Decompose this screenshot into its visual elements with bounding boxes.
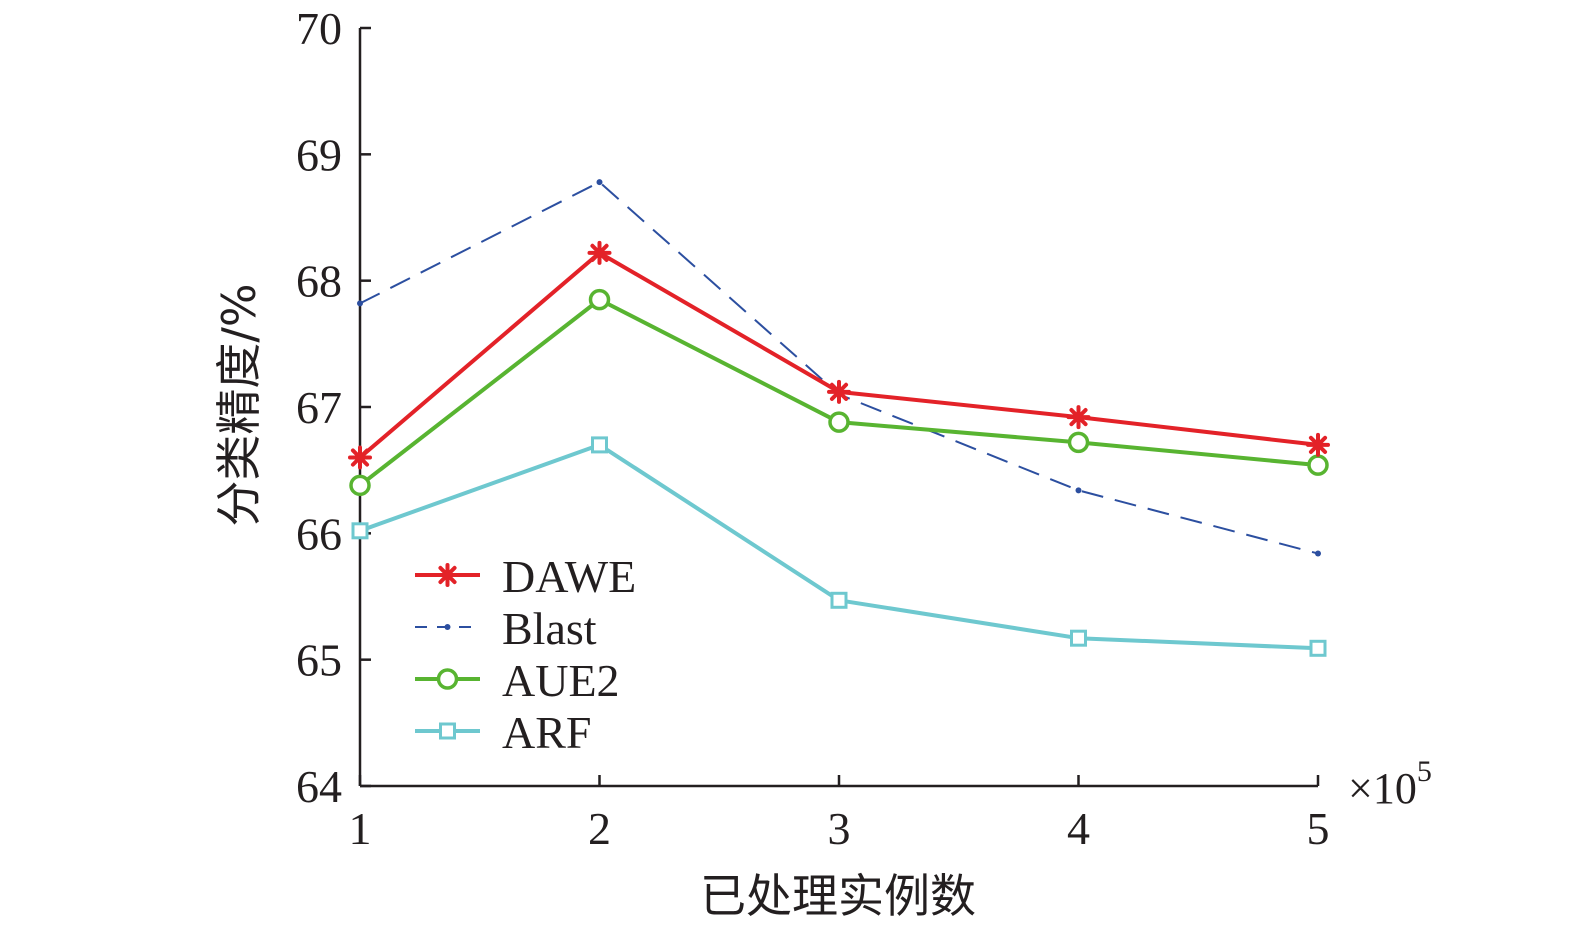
legend-marker-dawe (435, 563, 460, 587)
data-point-blast (1315, 550, 1321, 557)
x-axis-multiplier-exponent: 5 (1417, 755, 1432, 788)
asterisk-stroke (438, 565, 457, 585)
y-axis-title: 分类精度/% (212, 283, 266, 526)
legend-marker-aue2 (436, 668, 459, 690)
x-axis-title: 已处理实例数 (700, 869, 976, 923)
legend-label-aue2: AUE2 (502, 655, 620, 706)
data-point-dawe (348, 445, 372, 470)
y-tick-label: 64 (296, 761, 342, 812)
legend-marker-arf (439, 722, 456, 740)
series-arf (351, 436, 1327, 657)
data-point-aue2 (349, 474, 371, 497)
asterisk-stroke (1308, 435, 1328, 454)
data-point-blast (1075, 487, 1082, 494)
legend-entry-arf: ARF (415, 707, 591, 758)
x-axis-multiplier-base: ×10 (1348, 764, 1417, 813)
asterisk-stroke (829, 382, 849, 401)
y-tick-label: 66 (296, 508, 342, 559)
data-point-dawe (587, 240, 612, 265)
data-point-arf (1070, 629, 1087, 647)
x-axis-multiplier: ×105 (1348, 755, 1432, 813)
data-point-dawe (1066, 405, 1091, 430)
series-dawe (348, 240, 1330, 470)
y-tick-label: 70 (296, 3, 342, 54)
x-tick-label: 4 (1067, 803, 1090, 854)
x-tick-label: 5 (1307, 803, 1330, 854)
legend-label-arf: ARF (502, 707, 591, 758)
data-point-blast (596, 179, 603, 186)
data-point-arf (591, 436, 608, 454)
legend-entry-dawe: DAWE (415, 551, 636, 602)
data-point-aue2 (1067, 431, 1090, 454)
data-point-aue2 (828, 411, 850, 433)
x-tick-label: 2 (588, 803, 611, 854)
legend-marker-blast (444, 624, 451, 630)
y-tick-label: 68 (296, 256, 342, 307)
data-point-dawe (1306, 432, 1330, 457)
data-point-blast (357, 300, 363, 307)
legend-label-blast: Blast (502, 603, 597, 654)
legend-entry-blast: Blast (415, 603, 597, 654)
data-point-aue2 (588, 288, 611, 311)
asterisk-stroke (1069, 408, 1088, 427)
legend-label-dawe: DAWE (502, 551, 636, 602)
series-layer (348, 179, 1330, 657)
legend-entry-aue2: AUE2 (415, 655, 620, 706)
y-tick-label: 65 (296, 635, 342, 686)
data-point-aue2 (1307, 454, 1329, 476)
asterisk-stroke (350, 448, 370, 467)
data-point-arf (830, 591, 848, 609)
series-line-blast (359, 181, 1319, 555)
series-blast (357, 179, 1321, 557)
data-point-arf (1309, 639, 1327, 657)
axes: 64 65 66 67 68 69 70 1 2 3 4 5 (296, 3, 1330, 854)
x-tick-label: 1 (349, 803, 372, 854)
y-tick-label: 69 (296, 129, 342, 180)
y-tick-label: 67 (296, 382, 342, 433)
data-point-arf (351, 522, 369, 540)
x-tick-label: 3 (828, 803, 851, 854)
asterisk-stroke (590, 243, 609, 262)
data-point-dawe (827, 379, 851, 404)
series-aue2 (349, 288, 1329, 497)
